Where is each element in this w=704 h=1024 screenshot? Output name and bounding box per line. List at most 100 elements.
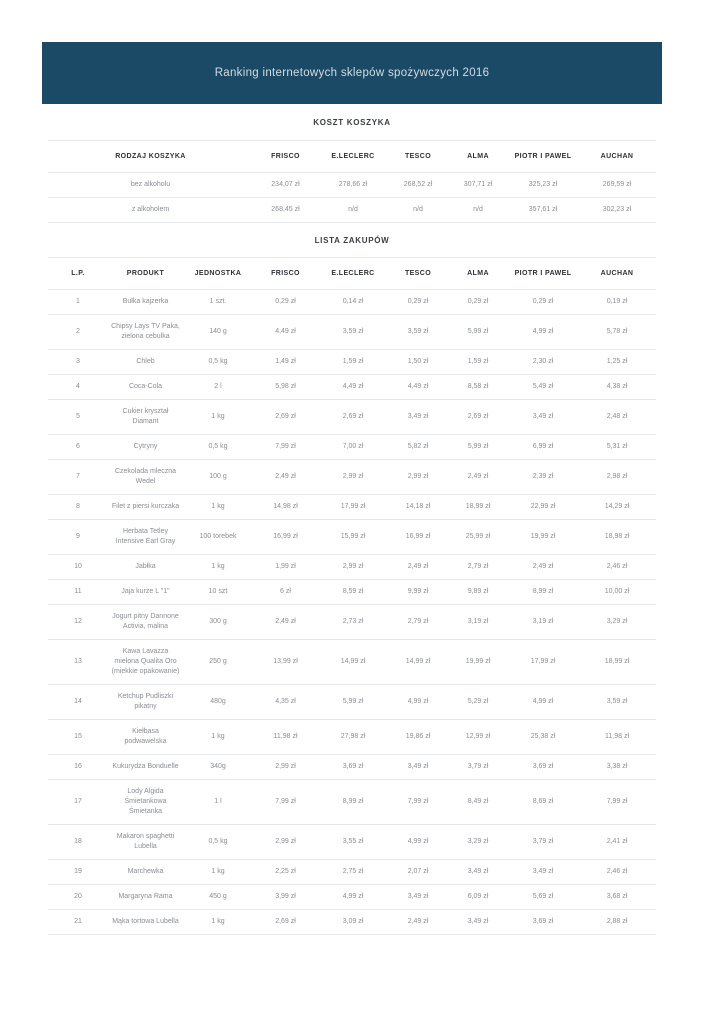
table-cell: 4,38 zł	[578, 374, 656, 400]
table-cell: 19,99 zł	[448, 639, 508, 685]
table-cell: 100 g	[183, 459, 253, 495]
table-cell: Herbata Tetley Intensive Earl Gray	[108, 519, 183, 555]
table-cell: 6,99 zł	[508, 434, 578, 460]
table-cell: 2,49 zł	[388, 554, 448, 580]
table-cell: 2,75 zł	[318, 859, 388, 885]
table-cell: Chipsy Lays TV Paka, zielona cebulka	[108, 314, 183, 350]
table-cell: 14,99 zł	[318, 639, 388, 685]
table-cell: 7	[48, 459, 108, 495]
table-cell: 9	[48, 519, 108, 555]
table-cell: 268,45 zł	[253, 197, 318, 223]
table-cell: 5,49 zł	[508, 374, 578, 400]
table-cell: 278,66 zł	[318, 172, 388, 198]
table-cell: 1,59 zł	[448, 349, 508, 375]
table-cell: 0,5 kg	[183, 824, 253, 860]
table-cell: 2,88 zł	[578, 909, 656, 935]
table-cell: 14,99 zł	[388, 639, 448, 685]
table-cell: 3,79 zł	[448, 754, 508, 780]
table-cell: 0,29 zł	[253, 289, 318, 315]
table-cell: 7,99 zł	[388, 779, 448, 825]
table-cell: 2,49 zł	[253, 604, 318, 640]
table-cell: Jogurt pitny Dannone Activia, malina	[108, 604, 183, 640]
table-cell: bez alkoholu	[48, 172, 253, 198]
table-cell: 307,71 zł	[448, 172, 508, 198]
table-cell: 11	[48, 579, 108, 605]
table-cell: 4,99 zł	[508, 314, 578, 350]
table-cell: 17,99 zł	[508, 639, 578, 685]
table-cell: 3,59 zł	[578, 684, 656, 720]
table-row: 13 Kawa Lavazza mielona Qualita Oro (miek…	[48, 639, 656, 685]
table-cell: 10,00 zł	[578, 579, 656, 605]
table-cell: 10 szt	[183, 579, 253, 605]
table-cell: 2,46 zł	[578, 859, 656, 885]
table-cell: 3,99 zł	[253, 884, 318, 910]
table-cell: 19	[48, 859, 108, 885]
table-cell: 2,99 zł	[253, 824, 318, 860]
column-header: PIOTR I PAWEL	[508, 257, 578, 290]
table-cell: 13	[48, 639, 108, 685]
table-cell: 27,98 zł	[318, 719, 388, 755]
table-cell: 1,99 zł	[253, 554, 318, 580]
table-cell: 5,78 zł	[578, 314, 656, 350]
table-cell: 14,29 zł	[578, 494, 656, 520]
table-cell: 1 kg	[183, 909, 253, 935]
table-row: 20 Margaryna Rama 450 g 3,99 zł 4,99 zł 3,49 …	[48, 884, 656, 910]
table-cell: 0,5 kg	[183, 434, 253, 460]
table-cell: 15	[48, 719, 108, 755]
table-cell: 9,99 zł	[388, 579, 448, 605]
table-cell: Mąka tortowa Lubella	[108, 909, 183, 935]
table-cell: 3,49 zł	[388, 399, 448, 435]
table-row: z alkoholem 268,45 zł n/d n/d n/d 357,61 zł 30…	[48, 197, 656, 223]
table-cell: 11,98 zł	[253, 719, 318, 755]
table-cell: 302,23 zł	[578, 197, 656, 223]
table-cell: 2,49 zł	[388, 909, 448, 935]
table-cell: 2,39 zł	[508, 459, 578, 495]
table-cell: 0,29 zł	[388, 289, 448, 315]
table-cell: 2,99 zł	[253, 754, 318, 780]
table-row: 6 Cytryny 0,5 kg 7,99 zł 7,00 zł 5,82 zł 5,99 …	[48, 434, 656, 460]
table-cell: 6,09 zł	[448, 884, 508, 910]
table-cell: 13,99 zł	[253, 639, 318, 685]
table-cell: Margaryna Rama	[108, 884, 183, 910]
table-cell: 5,82 zł	[388, 434, 448, 460]
table-cell: 3,49 zł	[448, 859, 508, 885]
table-cell: 4,99 zł	[388, 684, 448, 720]
table-cell: Lody Algida Śmietankowa Śmietanka	[108, 779, 183, 825]
table-cell: 2,48 zł	[578, 399, 656, 435]
table-cell: 1 kg	[183, 554, 253, 580]
table-cell: n/d	[448, 197, 508, 223]
table-cell: 3,38 zł	[578, 754, 656, 780]
table-cell: 269,59 zł	[578, 172, 656, 198]
table-row: 15 Kiełbasa podwawelska 1 kg 11,98 zł 27,98 …	[48, 719, 656, 755]
table-cell: 3	[48, 349, 108, 375]
column-header: PRODUKT	[108, 257, 183, 290]
table-cell: 1 kg	[183, 399, 253, 435]
table-row: 7 Czekolada mleczna Wedel 100 g 2,49 zł 2,99…	[48, 459, 656, 495]
table-cell: Makaron spaghetti Lubella	[108, 824, 183, 860]
table-cell: 325,23 zł	[508, 172, 578, 198]
table-cell: Coca-Cola	[108, 374, 183, 400]
table-cell: 1 szt.	[183, 289, 253, 315]
table-cell: 2,79 zł	[388, 604, 448, 640]
table-cell: 22,99 zł	[508, 494, 578, 520]
table-cell: 18	[48, 824, 108, 860]
column-header: ALMA	[448, 257, 508, 290]
table-row: 16 Kukurydza Bonduelle 340g 2,99 zł 3,69 zł 3…	[48, 754, 656, 780]
table-cell: Filet z piersi kurczaka	[108, 494, 183, 520]
table-cell: 3,49 zł	[388, 754, 448, 780]
table-cell: 3,49 zł	[388, 884, 448, 910]
basket-cost-heading: KOSZT KOSZYKA	[313, 118, 391, 127]
table-cell: 480g	[183, 684, 253, 720]
table-cell: 340g	[183, 754, 253, 780]
table-cell: 2,25 zł	[253, 859, 318, 885]
table-cell: Czekolada mleczna Wedel	[108, 459, 183, 495]
table-cell: 2,46 zł	[578, 554, 656, 580]
table-cell: 0,29 zł	[508, 289, 578, 315]
table-cell: 3,68 zł	[578, 884, 656, 910]
table-cell: 3,29 zł	[578, 604, 656, 640]
table-cell: 15,99 zł	[318, 519, 388, 555]
table-cell: 8,49 zł	[448, 779, 508, 825]
table-cell: 19,86 zł	[388, 719, 448, 755]
table-cell: Marchewka	[108, 859, 183, 885]
table-cell: 1 kg	[183, 859, 253, 885]
